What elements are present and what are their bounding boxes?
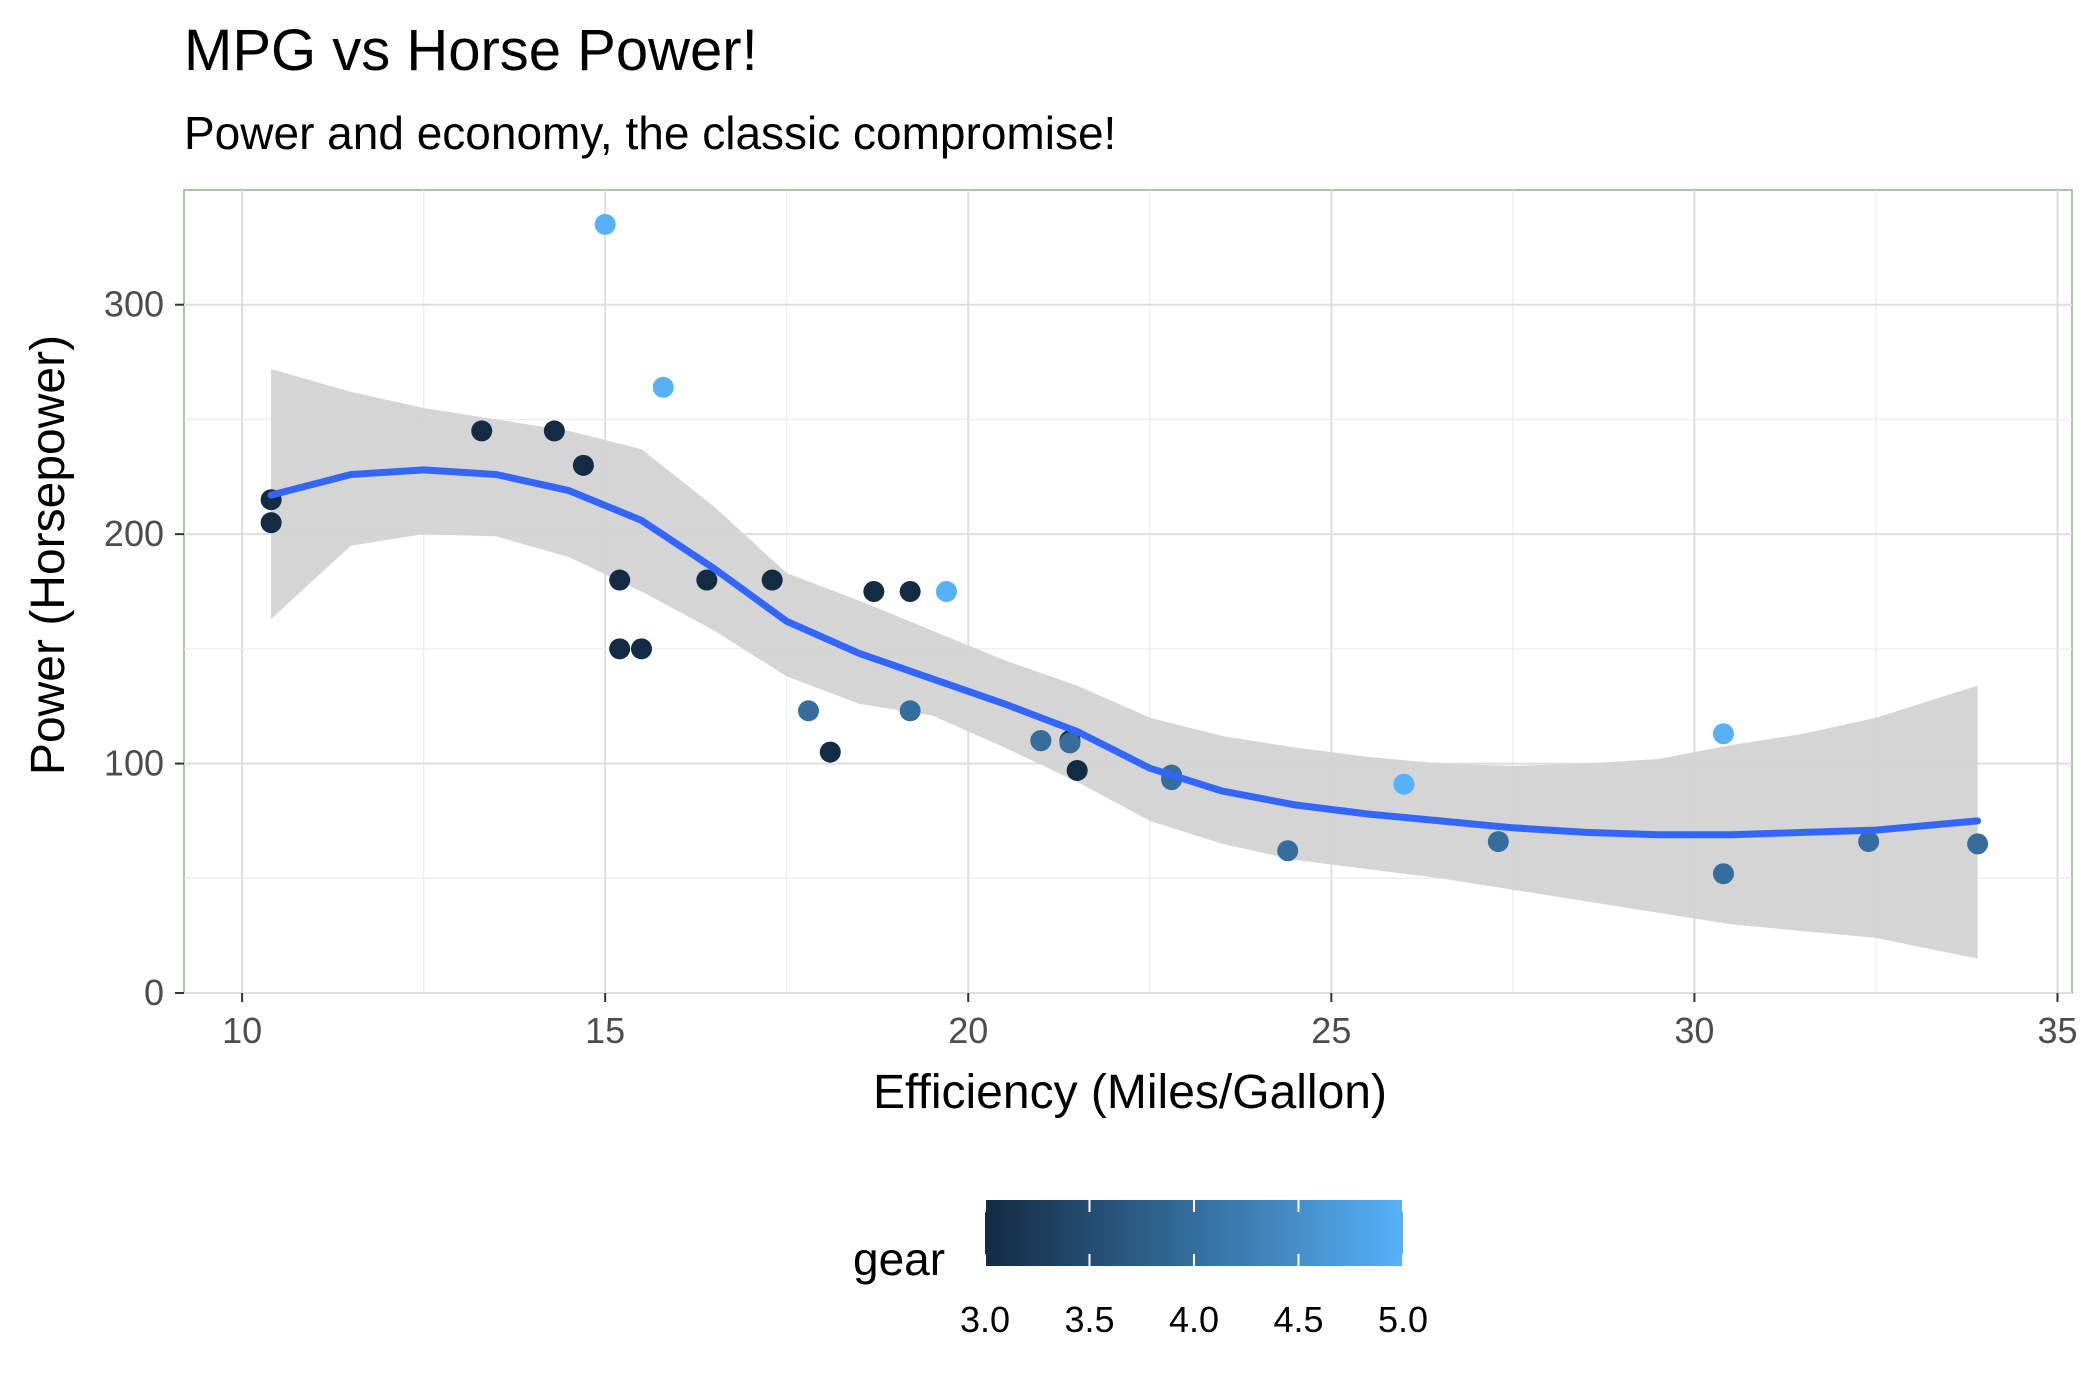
- data-point: [819, 741, 841, 763]
- data-point: [609, 638, 631, 660]
- data-point: [935, 581, 957, 602]
- legend-tick-label: 4.0: [1169, 1299, 1219, 1340]
- data-point: [863, 581, 885, 602]
- x-tick-label: 10: [222, 1010, 262, 1051]
- data-point: [1059, 732, 1081, 754]
- y-tick-label: 200: [104, 513, 164, 554]
- x-axis-title: Efficiency (Miles/Gallon): [873, 1066, 1387, 1119]
- x-tick-label: 35: [2037, 1010, 2077, 1051]
- data-point: [609, 569, 631, 591]
- x-tick-label: 20: [948, 1010, 988, 1051]
- data-point: [1030, 730, 1052, 752]
- data-point: [1487, 831, 1509, 853]
- x-tick-label: 25: [1311, 1010, 1351, 1051]
- smooth-curve: [267, 466, 1982, 839]
- x-tick-label: 15: [585, 1010, 625, 1051]
- data-point: [761, 569, 783, 591]
- data-point: [696, 569, 718, 591]
- color-legend: gear 3.0 3.5 4.0 4.5 5.0: [853, 1200, 1428, 1340]
- x-tick-label: 30: [1674, 1010, 1714, 1051]
- axes: 10 15 20 25 30 35 0 100 200 300: [104, 284, 2078, 1051]
- data-point: [471, 420, 493, 442]
- data-point: [1712, 723, 1734, 745]
- confidence-band: [271, 369, 1978, 959]
- data-point: [543, 420, 565, 442]
- data-point: [572, 454, 594, 476]
- y-axis-title: Power (Horsepower): [22, 335, 75, 775]
- legend-tick-label: 3.5: [1064, 1299, 1114, 1340]
- data-point: [652, 376, 674, 398]
- data-point: [1712, 863, 1734, 885]
- data-point: [594, 213, 616, 235]
- smooth-line: [267, 466, 1982, 839]
- data-point: [1277, 840, 1299, 862]
- data-point: [797, 700, 819, 722]
- chart-subtitle: Power and economy, the classic compromis…: [184, 107, 1116, 159]
- legend-tick-label: 4.5: [1273, 1299, 1323, 1340]
- legend-title: gear: [853, 1233, 945, 1285]
- legend-tick-label: 3.0: [960, 1299, 1010, 1340]
- data-point: [899, 581, 921, 602]
- y-tick-label: 100: [104, 743, 164, 784]
- data-point: [899, 700, 921, 722]
- data-point: [630, 638, 652, 660]
- data-point: [1066, 759, 1088, 781]
- confidence-band-area: [271, 369, 1978, 959]
- data-point: [1858, 831, 1880, 853]
- y-tick-label: 0: [144, 972, 164, 1013]
- y-tick-label: 300: [104, 284, 164, 325]
- data-point: [1967, 833, 1989, 855]
- data-point: [260, 512, 282, 534]
- legend-tick-label: 5.0: [1378, 1299, 1428, 1340]
- data-point: [1393, 773, 1415, 795]
- chart-title: MPG vs Horse Power!: [184, 18, 758, 83]
